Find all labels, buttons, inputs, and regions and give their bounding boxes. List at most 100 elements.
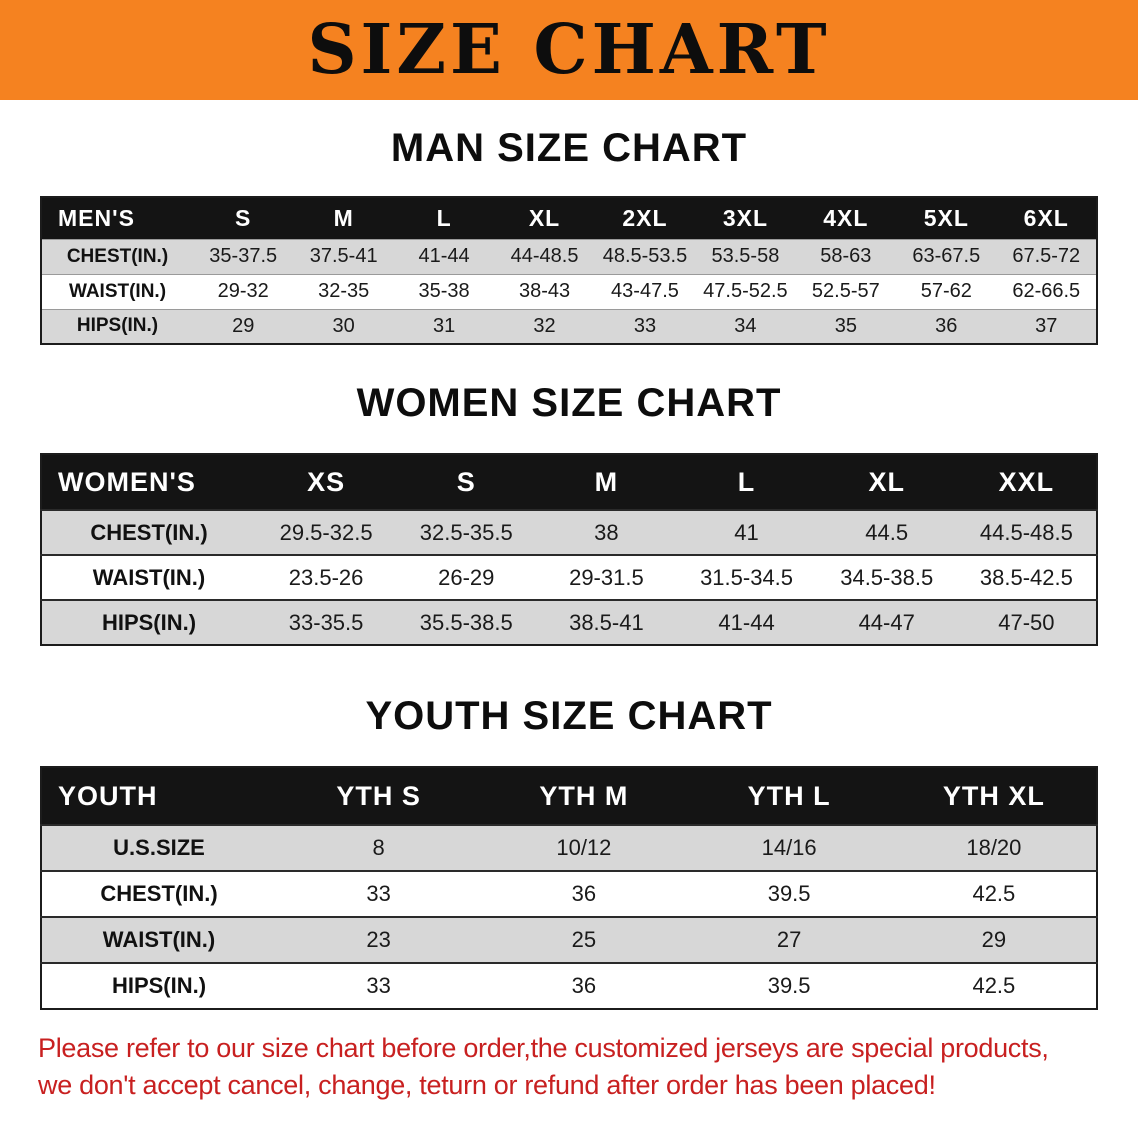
table-row: HIPS(IN.) 33-35.5 35.5-38.5 38.5-41 41-44 44-… bbox=[41, 600, 1097, 645]
size-value: 33-35.5 bbox=[288, 609, 364, 635]
size-value: 67.5-72 bbox=[1012, 245, 1081, 267]
banner-title: SIZE CHART bbox=[307, 10, 831, 90]
size-value: 41 bbox=[734, 519, 759, 545]
size-value: 23 bbox=[366, 927, 391, 952]
row-label: CHEST(IN.) bbox=[66, 245, 169, 267]
size-value: 10/12 bbox=[556, 835, 612, 860]
row-label: CHEST(IN.) bbox=[90, 519, 208, 545]
row-label: U.S.SIZE bbox=[113, 835, 205, 860]
size-value: 35-37.5 bbox=[209, 245, 278, 267]
men-section-heading: MAN SIZE CHART bbox=[390, 126, 748, 170]
size-column-header: XL bbox=[494, 197, 595, 239]
size-value: 43-47.5 bbox=[611, 280, 679, 302]
table-row: CHEST(IN.) 33 36 39.5 42.5 bbox=[41, 871, 1097, 917]
size-column-header: YTH XL bbox=[891, 767, 1097, 825]
size-value: 41-44 bbox=[718, 609, 775, 635]
banner: SIZE CHART bbox=[0, 0, 1138, 100]
size-value: 38.5-42.5 bbox=[979, 564, 1073, 590]
size-column-header: YTH L bbox=[686, 767, 892, 825]
table-row: HIPS(IN.) 33 36 39.5 42.5 bbox=[41, 963, 1097, 1009]
table-row: WAIST(IN.) 29-32 32-35 35-38 38-43 43-47.5 47.… bbox=[41, 274, 1097, 309]
size-value: 32.5-35.5 bbox=[419, 519, 513, 545]
size-column-header: 4XL bbox=[795, 197, 897, 239]
size-column-header: S bbox=[396, 454, 537, 510]
size-column-header: 5XL bbox=[896, 197, 997, 239]
size-value: 8 bbox=[372, 835, 385, 860]
size-value: 35-38 bbox=[418, 280, 470, 302]
size-column-header: M bbox=[293, 197, 394, 239]
size-value: 27 bbox=[776, 927, 802, 952]
table-row: WAIST(IN.) 23.5-26 26-29 29-31.5 31.5-34.5 34… bbox=[41, 555, 1097, 600]
size-value: 42.5 bbox=[972, 881, 1016, 906]
size-column-header: YTH M bbox=[481, 767, 687, 825]
size-column-header: 3XL bbox=[695, 197, 796, 239]
size-column-header: L bbox=[393, 197, 495, 239]
size-value: 31 bbox=[432, 314, 456, 337]
size-value: 23.5-26 bbox=[288, 564, 364, 590]
women-size-section: WOMEN SIZE CHART WOMEN'S XS S M L XL XXL CHEST(… bbox=[0, 381, 1138, 646]
size-value: 14/16 bbox=[761, 835, 817, 860]
table-row: WAIST(IN.) 23 25 27 29 bbox=[41, 917, 1097, 963]
women-section-heading: WOMEN SIZE CHART bbox=[356, 381, 782, 425]
size-value: 53.5-58 bbox=[711, 245, 780, 267]
size-value: 63-67.5 bbox=[912, 245, 981, 267]
size-column-header: M bbox=[536, 454, 677, 510]
size-value: 38.5-41 bbox=[569, 609, 644, 635]
size-value: 36 bbox=[571, 973, 597, 998]
table-row: U.S.SIZE 8 10/12 14/16 18/20 bbox=[41, 825, 1097, 871]
size-value: 33 bbox=[633, 314, 657, 337]
row-label: WAIST(IN.) bbox=[102, 927, 216, 952]
size-column-header: XS bbox=[256, 454, 397, 510]
size-value: 37.5-41 bbox=[309, 245, 378, 267]
size-value: 26-29 bbox=[438, 564, 495, 590]
row-label: WAIST(IN.) bbox=[68, 280, 167, 302]
table-header-row: MEN'S S M L XL 2XL 3XL 4XL 5XL 6XL bbox=[41, 197, 1097, 239]
size-value: 42.5 bbox=[972, 973, 1016, 998]
row-label: HIPS(IN.) bbox=[101, 609, 197, 635]
size-value: 33 bbox=[366, 881, 391, 906]
size-value: 48.5-53.5 bbox=[602, 245, 688, 267]
size-value: 32-35 bbox=[318, 280, 370, 302]
table-row: CHEST(IN.) 29.5-32.5 32.5-35.5 38 41 44.5 44.5… bbox=[41, 510, 1097, 555]
men-size-table: MEN'S S M L XL 2XL 3XL 4XL 5XL 6XL CHEST(IN.) 35-37… bbox=[40, 196, 1098, 345]
size-value: 34.5-38.5 bbox=[840, 564, 934, 590]
size-value: 25 bbox=[571, 927, 597, 952]
size-value: 47-50 bbox=[998, 609, 1055, 635]
size-value: 52.5-57 bbox=[811, 280, 880, 302]
disclaimer: Please refer to our size chart before or… bbox=[38, 1030, 1138, 1104]
size-value: 37 bbox=[1035, 314, 1058, 337]
size-value: 29 bbox=[981, 927, 1007, 952]
table-header-row: WOMEN'S XS S M L XL XXL bbox=[41, 454, 1097, 510]
size-value: 62-66.5 bbox=[1012, 280, 1081, 302]
size-value: 38-43 bbox=[518, 280, 571, 302]
size-value: 57-62 bbox=[920, 280, 972, 302]
table-corner-label: MEN'S bbox=[41, 197, 193, 239]
size-column-header: 6XL bbox=[996, 197, 1097, 239]
table-header-row: YOUTH YTH S YTH M YTH L YTH XL bbox=[41, 767, 1097, 825]
size-value: 29.5-32.5 bbox=[279, 519, 373, 545]
size-value: 30 bbox=[332, 314, 355, 337]
size-column-header: YTH S bbox=[276, 767, 482, 825]
size-value: 29-31.5 bbox=[569, 564, 644, 590]
table-corner-label: WOMEN'S bbox=[41, 454, 256, 510]
size-value: 33 bbox=[366, 973, 391, 998]
size-value: 47.5-52.5 bbox=[703, 280, 788, 302]
size-value: 44.5 bbox=[865, 519, 909, 545]
size-column-header: XXL bbox=[956, 454, 1097, 510]
size-value: 36 bbox=[571, 881, 597, 906]
disclaimer-line-2: we don't accept cancel, change, teturn o… bbox=[38, 1070, 936, 1100]
size-column-header: S bbox=[193, 197, 294, 239]
table-row: HIPS(IN.) 29 30 31 32 33 34 35 36 37 bbox=[41, 309, 1097, 344]
size-value: 44.5-48.5 bbox=[979, 519, 1073, 545]
size-value: 39.5 bbox=[767, 973, 811, 998]
youth-section-heading: YOUTH SIZE CHART bbox=[365, 694, 773, 738]
size-column-header: XL bbox=[816, 454, 957, 510]
size-value: 39.5 bbox=[767, 881, 811, 906]
size-column-header: 2XL bbox=[594, 197, 696, 239]
size-value: 44-48.5 bbox=[510, 245, 579, 267]
size-value: 44-47 bbox=[858, 609, 915, 635]
size-value: 29-32 bbox=[217, 280, 269, 302]
size-value: 18/20 bbox=[966, 835, 1022, 860]
youth-size-section: YOUTH SIZE CHART YOUTH YTH S YTH M YTH L YTH… bbox=[0, 694, 1138, 1010]
